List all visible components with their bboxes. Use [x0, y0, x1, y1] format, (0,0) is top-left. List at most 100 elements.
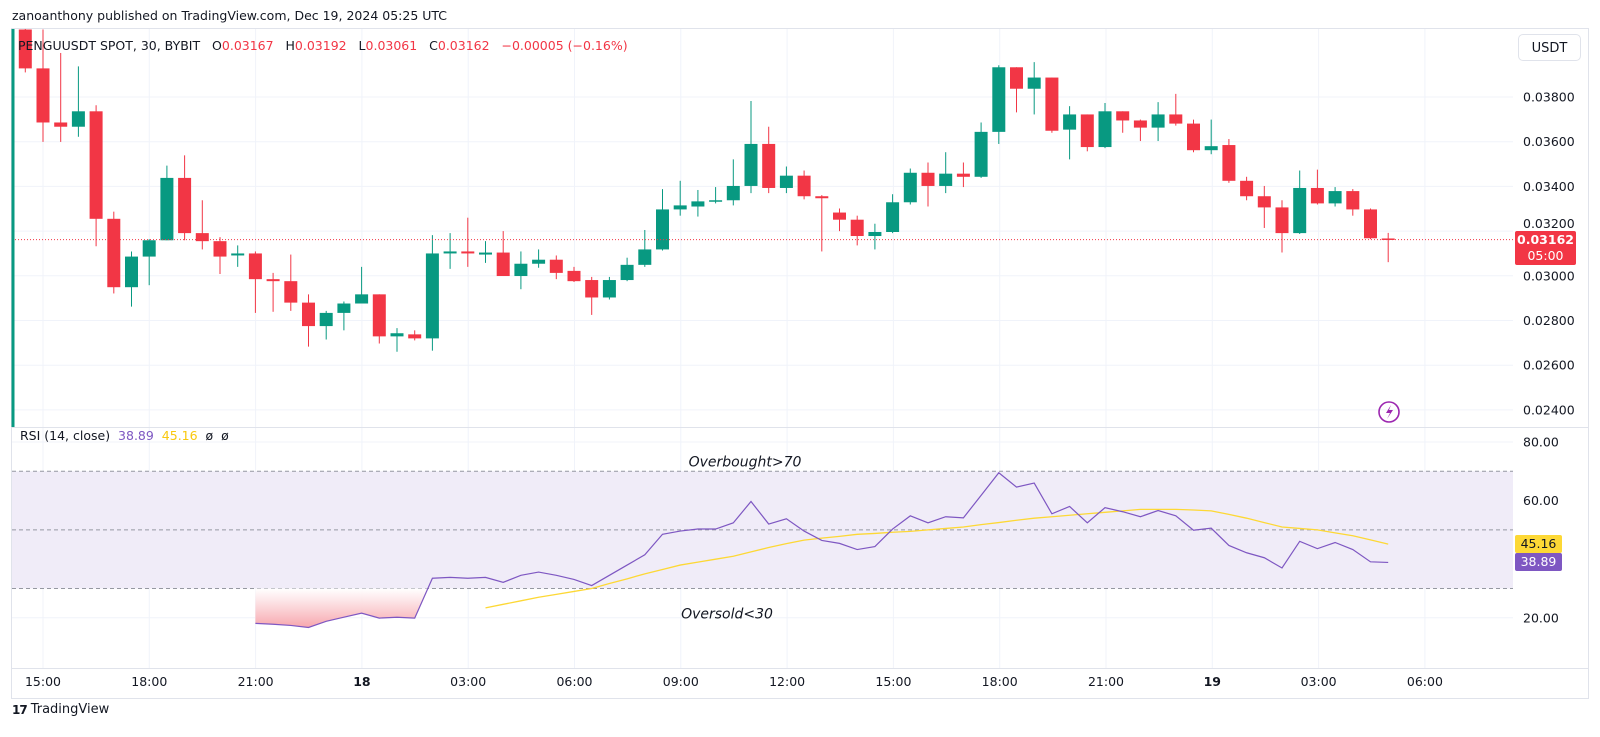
candle-up [1204, 119, 1218, 155]
candle-body [1204, 146, 1218, 151]
candle-body [125, 256, 138, 288]
price-tick-label: 0.03000 [1523, 268, 1575, 283]
candle-body [36, 68, 50, 123]
publisher-line: zanoanthony published on TradingView.com… [12, 8, 448, 23]
candle-body [408, 334, 422, 339]
candle-down [461, 217, 475, 267]
candle-body [833, 212, 846, 220]
candle-body [1169, 114, 1183, 124]
candle-up [903, 168, 917, 205]
candle-down [1080, 114, 1094, 152]
candle-body [1187, 123, 1200, 151]
candle-down [1045, 77, 1059, 133]
candle-body [1133, 120, 1147, 128]
candle-body [567, 270, 581, 282]
oversold-fill [255, 588, 428, 628]
candle-down [89, 105, 103, 247]
candle-up [886, 194, 900, 234]
candle-down [797, 170, 811, 200]
candle-down [302, 294, 315, 347]
high-value: 0.03192 [294, 38, 347, 53]
price-tick-label: 0.02600 [1523, 358, 1575, 373]
candle-up [868, 223, 882, 250]
candle-body [921, 172, 935, 186]
candle-body [726, 185, 740, 201]
rsi-extra-2: ø [221, 428, 229, 443]
candle-body [1346, 191, 1360, 210]
time-tick-label: 15:00 [25, 674, 61, 689]
time-tick-label: 03:00 [1301, 674, 1337, 689]
time-tick-label: 09:00 [663, 674, 699, 689]
candle-body [496, 252, 510, 277]
candle-up [231, 245, 245, 267]
candle-down [549, 255, 563, 280]
candle-body [1310, 187, 1324, 204]
symbol-name[interactable]: PENGUUSDT SPOT, 30, BYBIT [18, 38, 201, 53]
candle-up [1063, 106, 1077, 160]
price-tick-label: 0.03800 [1523, 90, 1575, 105]
candle-up [390, 328, 404, 352]
candle-up [337, 301, 351, 331]
candle-up [656, 189, 669, 251]
time-tick-label: 15:00 [875, 674, 911, 689]
candle-body [54, 122, 68, 127]
candle-up [939, 152, 953, 194]
chart-frame [11, 28, 1589, 699]
candle-up [779, 166, 793, 194]
candlestick-series [12, 29, 1513, 352]
candle-up [992, 65, 1006, 144]
candle-down [408, 330, 422, 341]
candle-body [284, 281, 298, 303]
candle-body [1080, 114, 1094, 148]
candle-up [125, 251, 138, 307]
candle-body [532, 259, 546, 264]
candle-down [248, 251, 262, 313]
rsi-legend: RSI (14, close) 38.89 45.16 ø ø [20, 428, 229, 443]
candle-up [602, 276, 616, 300]
candle-down [1187, 119, 1200, 153]
time-tick-label: 21:00 [1088, 674, 1124, 689]
candle-body [1098, 111, 1112, 148]
open-value: 0.03167 [221, 38, 274, 53]
time-tick-label: 19 [1204, 674, 1221, 689]
lightning-icon[interactable] [1378, 401, 1400, 423]
tradingview-logo-mark: 17 [12, 702, 28, 717]
rsi-tick-label: 60.00 [1523, 493, 1559, 508]
open-label: O [212, 38, 222, 53]
candle-body [142, 240, 156, 257]
candle-down [1381, 232, 1395, 263]
price-tick-label: 0.03400 [1523, 179, 1575, 194]
candle-body [585, 280, 599, 298]
candle-up [514, 251, 528, 290]
candle-down [178, 155, 192, 241]
candle-up [726, 159, 740, 206]
candle-up [691, 189, 705, 217]
candle-up [443, 233, 457, 269]
candle-up [1098, 103, 1112, 149]
time-tick-label: 06:00 [556, 674, 592, 689]
candle-up [1328, 187, 1342, 207]
rsi-name[interactable]: RSI (14, close) [20, 428, 111, 443]
candle-body [744, 143, 758, 186]
candle-body [868, 231, 882, 237]
rsi-ma-value: 45.16 [161, 428, 198, 443]
candle-body [974, 131, 988, 177]
candle-down [1364, 208, 1377, 240]
candle-body [1063, 114, 1077, 130]
candle-body [18, 29, 32, 69]
candle-up [620, 257, 634, 282]
rsi-extra-1: ø [205, 428, 214, 443]
candle-body [425, 253, 439, 339]
rsi-tick-label: 80.00 [1523, 435, 1559, 450]
candle-body [638, 249, 652, 265]
last-price: 0.03162 [1517, 232, 1574, 247]
candle-body [850, 219, 864, 237]
candle-body [1222, 145, 1236, 181]
candle-down [1010, 67, 1023, 113]
oversold-label: Oversold<30 [681, 607, 773, 623]
currency-button[interactable]: USDT [1518, 34, 1581, 61]
tradingview-logo[interactable]: 17 TradingView [12, 702, 109, 717]
candle-body [89, 111, 103, 219]
candle-up [974, 122, 988, 178]
